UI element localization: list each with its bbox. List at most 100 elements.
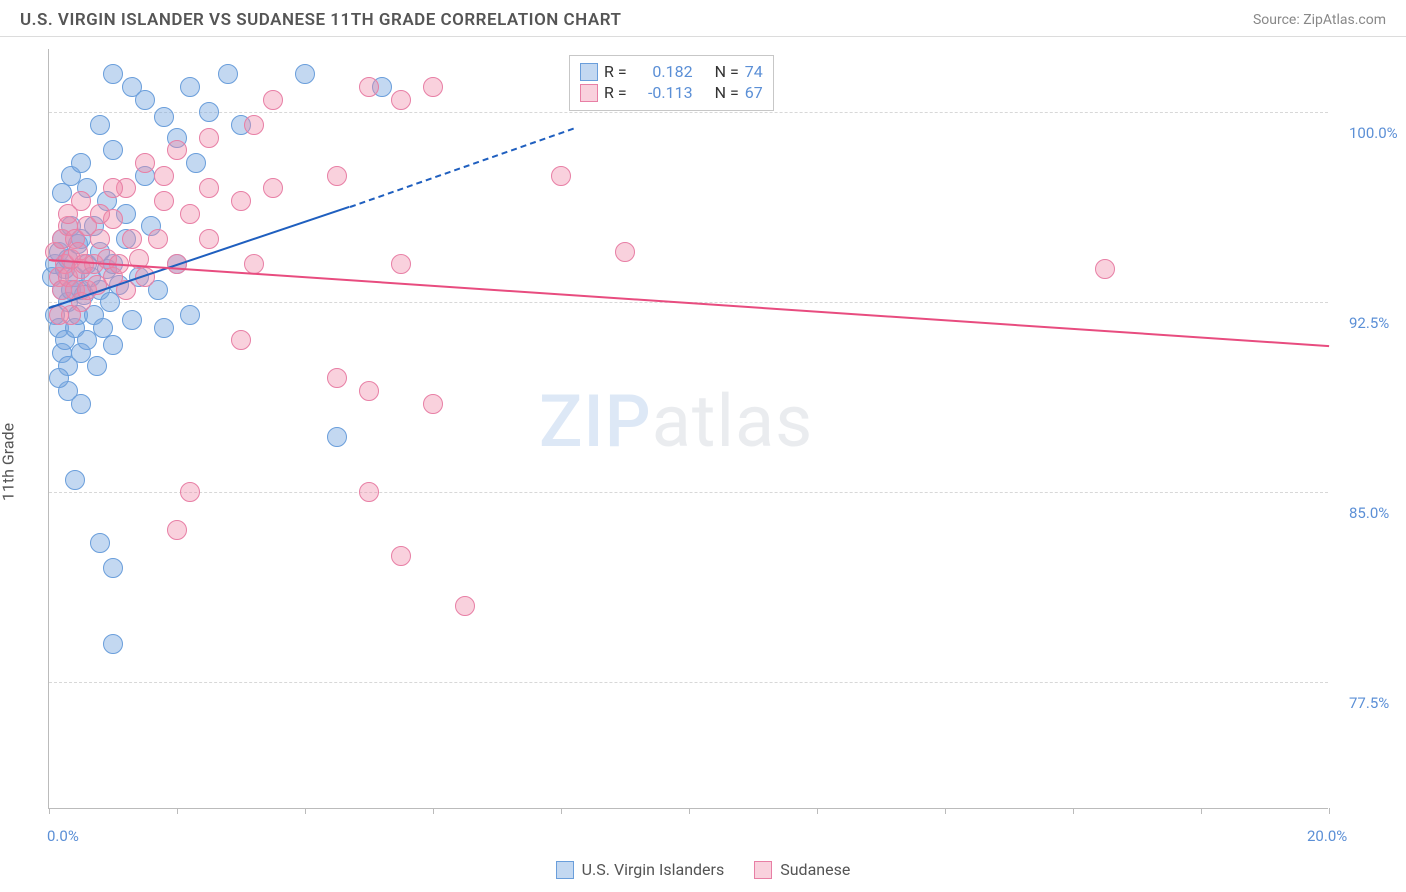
data-point-sudanese (551, 166, 571, 186)
data-point-usvi (103, 335, 123, 355)
x-tick (561, 808, 562, 814)
data-point-sudanese (359, 77, 379, 97)
data-point-usvi (154, 318, 174, 338)
gridline (49, 492, 1328, 493)
data-point-sudanese (423, 77, 443, 97)
stats-swatch (580, 84, 598, 102)
data-point-sudanese (359, 381, 379, 401)
data-point-sudanese (199, 128, 219, 148)
data-point-usvi (87, 356, 107, 376)
y-tick-label: 100.0% (1349, 124, 1398, 142)
data-point-usvi (218, 64, 238, 84)
trend-line (349, 128, 574, 208)
data-point-usvi (90, 115, 110, 135)
stats-box: R =0.182N =74R =-0.113N =67 (569, 55, 774, 111)
data-point-sudanese (423, 394, 443, 414)
data-point-sudanese (327, 368, 347, 388)
stats-r-value: 0.182 (633, 62, 693, 81)
data-point-sudanese (154, 191, 174, 211)
data-point-sudanese (263, 90, 283, 110)
x-tick (433, 808, 434, 814)
data-point-sudanese (231, 191, 251, 211)
data-point-sudanese (90, 204, 110, 224)
data-point-sudanese (1095, 259, 1115, 279)
data-point-usvi (154, 107, 174, 127)
legend-item-sudanese: Sudanese (754, 860, 850, 879)
data-point-sudanese (231, 330, 251, 350)
x-tick (177, 808, 178, 814)
y-tick-label: 85.0% (1349, 504, 1389, 522)
data-point-usvi (186, 153, 206, 173)
data-point-sudanese (263, 178, 283, 198)
data-point-usvi (122, 310, 142, 330)
data-point-sudanese (154, 166, 174, 186)
chart-title: U.S. VIRGIN ISLANDER VS SUDANESE 11TH GR… (20, 10, 621, 30)
data-point-sudanese (391, 254, 411, 274)
chart-header: U.S. VIRGIN ISLANDER VS SUDANESE 11TH GR… (0, 0, 1406, 37)
data-point-usvi (135, 90, 155, 110)
x-tick (1201, 808, 1202, 814)
data-point-usvi (103, 558, 123, 578)
x-tick (945, 808, 946, 814)
data-point-sudanese (391, 546, 411, 566)
legend-swatch-sudanese (754, 861, 772, 879)
data-point-sudanese (455, 596, 475, 616)
data-point-sudanese (359, 482, 379, 502)
data-point-sudanese (615, 242, 635, 262)
x-tick (1073, 808, 1074, 814)
data-point-usvi (65, 470, 85, 490)
data-point-sudanese (103, 178, 123, 198)
stats-r-label: R = (604, 83, 627, 102)
data-point-sudanese (180, 204, 200, 224)
stats-n-value: 67 (745, 83, 763, 102)
y-axis-label: 11th Grade (0, 423, 18, 501)
data-point-usvi (199, 102, 219, 122)
data-point-sudanese (180, 482, 200, 502)
y-tick-label: 92.5% (1349, 314, 1389, 332)
data-point-usvi (71, 394, 91, 414)
x-tick (817, 808, 818, 814)
data-point-usvi (180, 305, 200, 325)
data-point-usvi (180, 77, 200, 97)
stats-n-label: N = (715, 83, 739, 102)
data-point-sudanese (122, 229, 142, 249)
watermark: ZIPatlas (539, 379, 813, 464)
x-tick (49, 808, 50, 814)
legend-label-sudanese: Sudanese (780, 860, 850, 879)
data-point-sudanese (148, 229, 168, 249)
watermark-atlas: atlas (652, 379, 814, 464)
gridline (49, 682, 1328, 683)
x-tick-label: 20.0% (1307, 827, 1347, 845)
data-point-usvi (327, 427, 347, 447)
chart-area: 11th Grade ZIPatlas 77.5%85.0%92.5%100.0… (0, 37, 1406, 887)
data-point-sudanese (135, 153, 155, 173)
data-point-usvi (71, 153, 91, 173)
stats-n-label: N = (715, 62, 739, 81)
legend-item-usvi: U.S. Virgin Islanders (556, 860, 725, 879)
x-tick (1329, 808, 1330, 814)
data-point-usvi (90, 533, 110, 553)
data-point-sudanese (167, 520, 187, 540)
plot-region: ZIPatlas 77.5%85.0%92.5%100.0%0.0%20.0%R… (48, 49, 1328, 809)
data-point-sudanese (327, 166, 347, 186)
data-point-sudanese (90, 229, 110, 249)
data-point-sudanese (244, 115, 264, 135)
stats-swatch (580, 63, 598, 81)
gridline (49, 112, 1328, 113)
y-tick-label: 77.5% (1349, 694, 1389, 712)
data-point-sudanese (199, 178, 219, 198)
data-point-sudanese (199, 229, 219, 249)
stats-r-value: -0.113 (633, 83, 693, 102)
data-point-usvi (295, 64, 315, 84)
data-point-usvi (103, 140, 123, 160)
data-point-usvi (103, 634, 123, 654)
data-point-usvi (49, 368, 69, 388)
stats-r-label: R = (604, 62, 627, 81)
stats-row-usvi: R =0.182N =74 (580, 62, 763, 81)
x-tick (305, 808, 306, 814)
data-point-usvi (52, 183, 72, 203)
data-point-sudanese (167, 140, 187, 160)
legend-label-usvi: U.S. Virgin Islanders (582, 860, 725, 879)
data-point-sudanese (391, 90, 411, 110)
legend: U.S. Virgin Islanders Sudanese (0, 860, 1406, 879)
